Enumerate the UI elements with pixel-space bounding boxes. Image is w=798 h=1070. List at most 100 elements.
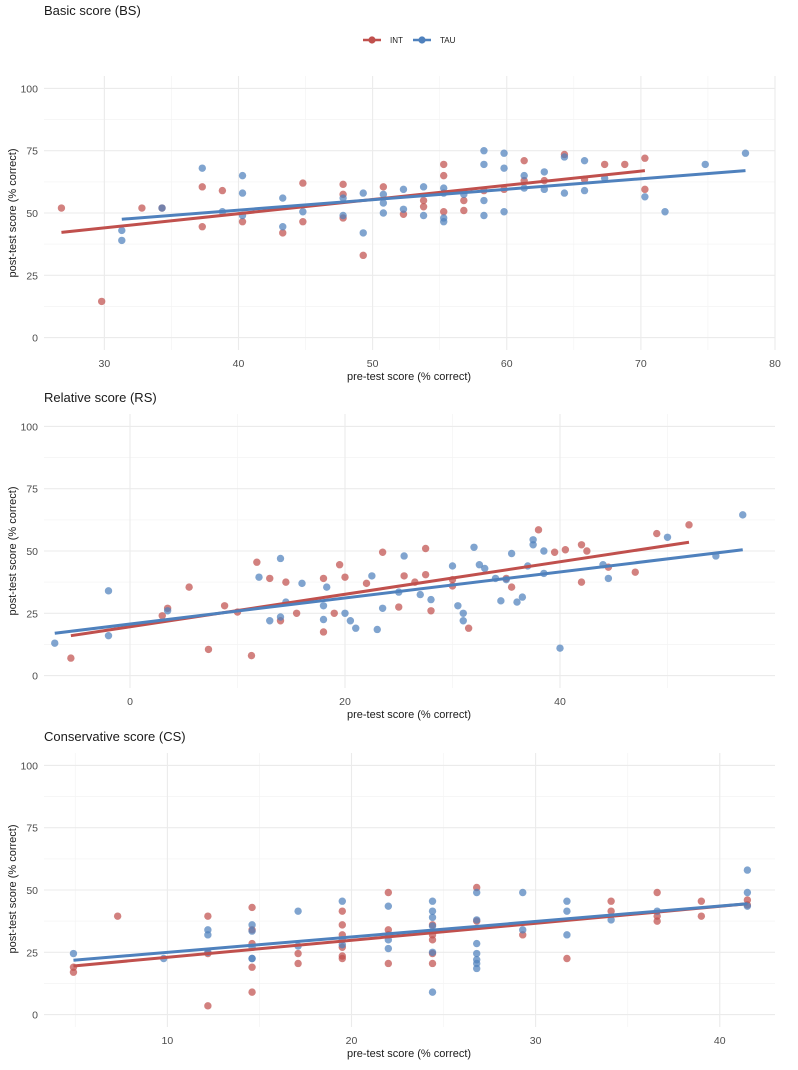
point-tau bbox=[540, 168, 548, 176]
panel-relative-score: Relative score (RS) 0 20 40 0 25 50 75 100 pre-… bbox=[7, 390, 775, 721]
point-tau bbox=[163, 607, 172, 615]
y-tick-label: 25 bbox=[26, 608, 38, 620]
point-int bbox=[550, 548, 559, 556]
point-int bbox=[440, 208, 448, 216]
point-tau bbox=[276, 613, 285, 621]
point-tau bbox=[473, 939, 481, 948]
point-tau bbox=[319, 615, 328, 624]
point-tau bbox=[104, 631, 113, 640]
point-tau bbox=[663, 533, 672, 541]
point-int bbox=[57, 204, 66, 212]
x-tick-label: 40 bbox=[714, 1035, 726, 1047]
point-tau bbox=[641, 193, 649, 201]
point-tau bbox=[607, 916, 615, 924]
y-tick-label: 50 bbox=[26, 208, 38, 220]
point-tau bbox=[338, 941, 346, 949]
point-int bbox=[421, 544, 430, 553]
x-tick-label: 20 bbox=[339, 696, 351, 708]
y-tick-label: 25 bbox=[26, 947, 38, 959]
point-tau bbox=[427, 595, 435, 604]
point-int bbox=[653, 917, 661, 925]
point-int bbox=[248, 903, 256, 912]
point-tau bbox=[248, 927, 256, 935]
point-tau bbox=[400, 552, 408, 560]
point-tau bbox=[238, 189, 247, 197]
x-tick-label: 30 bbox=[530, 1035, 542, 1047]
point-tau bbox=[513, 598, 521, 606]
point-tau bbox=[604, 574, 613, 583]
point-int bbox=[384, 888, 393, 897]
point-int bbox=[248, 988, 256, 996]
point-tau bbox=[661, 208, 669, 216]
y-tick-label: 75 bbox=[26, 823, 38, 835]
point-int bbox=[294, 959, 302, 968]
point-tau bbox=[580, 156, 589, 165]
y-tick-label: 100 bbox=[20, 421, 38, 433]
point-int bbox=[653, 888, 661, 897]
point-int bbox=[577, 578, 586, 586]
point-tau bbox=[556, 644, 564, 652]
point-tau bbox=[743, 866, 752, 874]
point-tau bbox=[238, 171, 247, 180]
point-int bbox=[507, 583, 516, 591]
point-tau bbox=[416, 590, 424, 599]
x-tick-label: 10 bbox=[162, 1035, 174, 1047]
point-tau bbox=[352, 624, 360, 632]
y-tick-label: 100 bbox=[20, 760, 38, 772]
trend-line-tau bbox=[121, 169, 746, 221]
point-int bbox=[266, 574, 274, 583]
point-tau bbox=[69, 949, 78, 958]
y-axis-label: post-test score (% correct) bbox=[7, 149, 19, 278]
point-tau bbox=[255, 573, 263, 581]
point-int bbox=[220, 602, 229, 610]
point-tau bbox=[473, 888, 481, 897]
point-int bbox=[400, 572, 408, 580]
point-int bbox=[440, 160, 448, 169]
point-int bbox=[421, 570, 430, 579]
point-tau bbox=[563, 931, 571, 939]
point-tau bbox=[399, 205, 408, 213]
point-tau bbox=[454, 602, 462, 610]
point-tau bbox=[480, 160, 488, 169]
point-tau bbox=[560, 189, 569, 197]
point-int bbox=[600, 160, 609, 169]
point-int bbox=[247, 651, 256, 660]
point-tau bbox=[701, 160, 709, 169]
point-int bbox=[378, 548, 387, 556]
trend-line-tau bbox=[54, 548, 743, 635]
y-tick-label: 0 bbox=[32, 333, 38, 345]
point-int bbox=[138, 204, 146, 212]
trend-line-int bbox=[70, 540, 690, 638]
legend-int-marker bbox=[368, 36, 376, 44]
point-tau bbox=[507, 549, 516, 558]
chart-title: Relative score (RS) bbox=[44, 390, 157, 405]
point-int bbox=[198, 223, 206, 231]
point-tau bbox=[204, 931, 212, 939]
point-int bbox=[419, 196, 428, 205]
y-tick-label: 25 bbox=[26, 270, 38, 282]
point-tau bbox=[359, 229, 367, 237]
point-tau bbox=[428, 988, 437, 996]
point-tau bbox=[520, 171, 528, 180]
point-int bbox=[330, 609, 338, 617]
point-tau bbox=[323, 583, 331, 591]
x-tick-label: 60 bbox=[501, 358, 513, 370]
point-tau bbox=[384, 944, 393, 953]
point-int bbox=[341, 573, 349, 581]
point-int bbox=[319, 628, 328, 636]
point-tau bbox=[563, 897, 571, 905]
point-tau bbox=[473, 949, 481, 958]
point-int bbox=[294, 949, 302, 958]
point-tau bbox=[500, 208, 508, 216]
point-tau bbox=[379, 190, 388, 199]
y-axis-label: post-test score (% correct) bbox=[7, 825, 19, 954]
point-tau bbox=[473, 964, 481, 973]
point-int bbox=[561, 546, 570, 554]
x-axis-label: pre-test score (% correct) bbox=[347, 709, 471, 721]
point-int bbox=[607, 897, 615, 905]
point-tau bbox=[540, 547, 548, 555]
point-tau bbox=[248, 954, 256, 963]
point-tau bbox=[384, 902, 393, 910]
point-tau bbox=[519, 888, 527, 897]
point-tau bbox=[459, 617, 467, 625]
